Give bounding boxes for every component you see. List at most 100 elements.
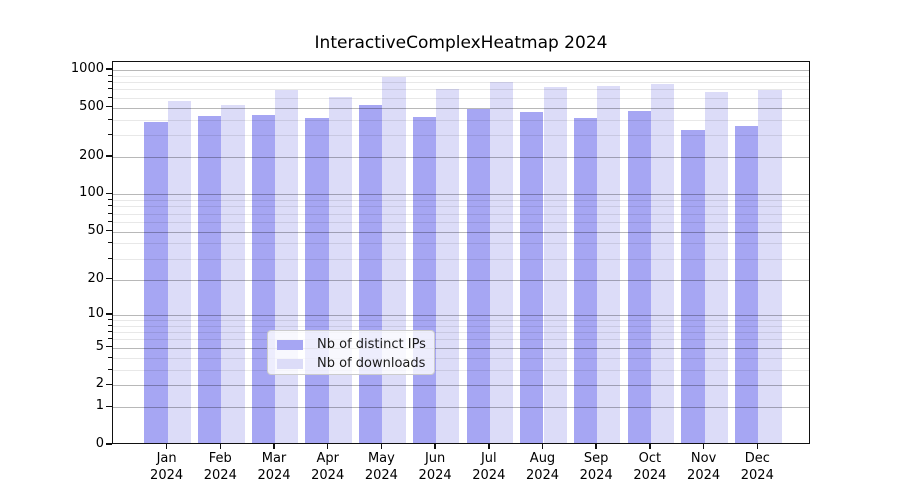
x-tick-label-sep: Sep 2024 [579,451,613,483]
x-tick-mark [702,444,705,449]
y-tick-mark [105,405,112,408]
grid-line-minor [113,221,809,223]
x-tick-label-jan: Jan 2024 [150,451,184,483]
x-tick-mark [380,444,383,449]
grid-line-minor [113,258,809,260]
x-tick-label-nov: Nov 2024 [687,451,721,483]
grid-line-major [113,157,809,159]
bar-distinct-ips-dec [735,125,759,443]
y-tick-mark [105,68,112,70]
x-tick-mark [649,444,651,449]
y-tick-mark-minor [108,331,112,333]
bar-downloads-oct [650,83,675,443]
y-tick-mark-minor [108,368,112,370]
y-tick-mark-minor [108,338,112,340]
y-tick-mark-minor [108,242,112,244]
grid-line-minor [113,339,809,341]
chart-title: InteractiveComplexHeatmap 2024 [314,33,608,53]
y-tick-mark [105,313,112,315]
x-tick-mark [326,444,329,449]
bar-distinct-ips-feb [198,116,222,443]
legend-swatch-distinct-ips [277,339,303,350]
y-tick-mark-minor [108,220,112,222]
x-tick-label-feb: Feb 2024 [203,451,237,483]
y-tick-mark [105,383,112,386]
grid-line-minor [113,213,809,215]
bar-downloads-jun [436,89,460,443]
y-tick-mark [105,155,112,157]
x-tick-mark [434,444,436,449]
legend-label-downloads: Nb of downloads [317,356,426,371]
x-tick-mark [595,444,597,449]
grid-line-minor [113,332,809,334]
grid-line-minor [113,325,809,327]
bar-distinct-ips-aug [520,111,544,443]
bar-downloads-sep [597,85,621,443]
x-tick-label-may: May 2024 [364,451,398,483]
y-tick-label-1000: 1000 [70,60,104,76]
y-tick-label-200: 200 [79,148,104,164]
grid-line-major [113,194,809,196]
grid-line-major [113,279,809,281]
bar-downloads-dec [758,89,782,443]
bar-distinct-ips-sep [573,118,598,443]
x-tick-label-jul: Jul 2024 [472,451,506,483]
bar-distinct-ips-oct [627,110,651,443]
grid-line-minor [113,243,809,245]
legend-item-downloads: Nb of downloads [268,354,434,373]
grid-line-minor [113,369,809,371]
grid-line-minor [113,89,809,91]
plot-area [112,61,810,444]
y-tick-label-1: 1 [95,398,104,414]
bar-downloads-mar [275,90,299,443]
grid-line-major [113,314,809,316]
x-tick-label-aug: Aug 2024 [525,451,560,483]
y-tick-mark [105,192,112,195]
bar-downloads-aug [543,87,567,443]
y-tick-mark [105,277,112,280]
legend-item-distinct-ips: Nb of distinct IPs [268,335,434,354]
bar-downloads-jul [489,82,514,443]
y-tick-label-20: 20 [87,270,104,286]
y-tick-label-100: 100 [79,185,104,201]
grid-line-minor [113,97,809,99]
y-tick-mark-minor [108,324,112,326]
y-tick-mark-minor [108,118,112,120]
x-tick-mark [273,444,275,449]
x-tick-label-mar: Mar 2024 [257,451,291,483]
x-tick-mark [756,444,759,449]
x-tick-mark [541,444,544,449]
y-tick-mark-minor [108,96,112,98]
y-tick-mark [105,105,112,108]
legend-label-distinct-ips: Nb of distinct IPs [317,337,426,352]
grid-line-major [113,347,809,349]
bar-downloads-apr [328,96,352,443]
legend-swatch-downloads [277,358,303,369]
bar-distinct-ips-nov [681,129,705,443]
y-tick-mark-minor [108,205,112,207]
bar-distinct-ips-jan [144,121,168,443]
grid-line-minor [113,200,809,202]
y-tick-mark-minor [108,134,112,136]
y-tick-mark-minor [108,74,112,76]
bar-distinct-ips-may [359,104,383,443]
grid-line-minor [113,357,809,359]
y-tick-label-2: 2 [95,376,104,392]
y-tick-label-10: 10 [87,305,104,321]
y-tick-mark [105,345,112,348]
y-tick-mark-minor [108,257,112,259]
y-tick-label-0: 0 [95,436,104,451]
x-tick-mark [165,444,168,449]
legend: Nb of distinct IPs Nb of downloads [267,330,435,375]
grid-line-minor [113,320,809,321]
y-tick-mark-minor [108,212,112,214]
y-tick-label-5: 5 [95,338,104,354]
x-tick-label-oct: Oct 2024 [633,451,667,483]
bar-downloads-feb [221,104,245,443]
y-tick-mark [105,229,112,232]
y-tick-mark-minor [108,81,112,83]
y-tick-mark-minor [108,199,112,201]
grid-line-minor [113,206,809,208]
bar-downloads-may [382,77,406,443]
grid-line-major [113,107,809,109]
